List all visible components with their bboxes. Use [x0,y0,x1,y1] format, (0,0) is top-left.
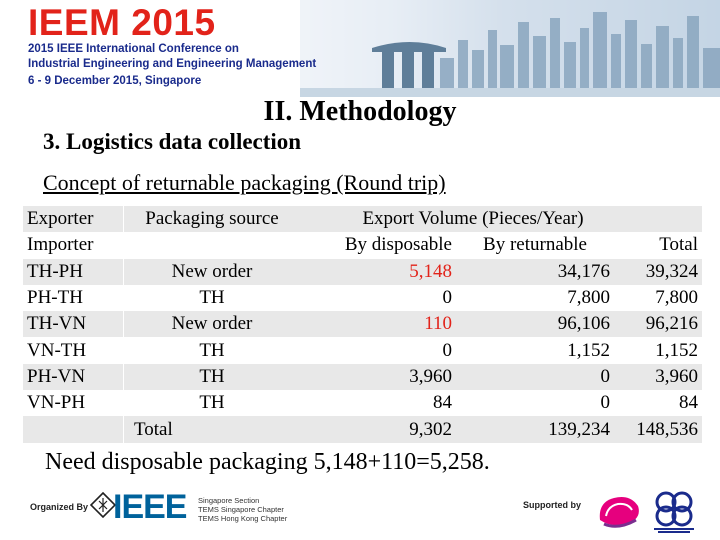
cell-disposable: 3,960 [300,363,456,391]
cell-returnable: 96,106 [456,311,614,338]
conference-banner: IEEM 2015 2015 IEEE International Confer… [0,0,720,97]
cell-source: TH [123,337,300,364]
table-row: TH-VN New order 110 96,106 96,216 [23,311,702,338]
cell-disposable: 110 [300,311,456,338]
banner-line-1: 2015 IEEE International Conference on [28,43,239,55]
supported-by-label: Supported by [523,500,581,510]
your-singapore-logo-icon [599,497,639,528]
export-volume-table: Exporter Packaging source Export Volume … [23,206,702,443]
cell-disposable: 0 [300,337,456,364]
chapter-line-1: Singapore Section [198,496,260,505]
ieee-diamond-icon [90,492,116,518]
header-export-volume: Export Volume (Pieces/Year) [300,206,702,233]
cell-total: 84 [614,390,702,417]
cell-total: 39,324 [614,258,702,285]
header-exporter: Exporter [23,206,124,233]
cell-route: PH-TH [23,284,124,312]
slide-heading: II. Methodology [0,96,720,128]
cell-total-disposable: 9,302 [300,416,456,443]
table-row: VN-PH TH 84 0 84 [23,390,702,417]
header-by-returnable: By returnable [456,232,614,259]
cell-returnable: 7,800 [456,284,614,312]
cell-returnable: 0 [456,363,614,391]
cell-route: VN-TH [23,337,124,364]
cell-disposable: 0 [300,284,456,312]
convention-bureau-logo-icon [654,491,694,533]
cell-total: 1,152 [614,337,702,364]
header-packaging-source: Packaging source [123,206,300,233]
ieee-logo-text: IEEE [113,488,187,526]
cell-source: New order [123,258,300,285]
cell-source: TH [123,390,300,417]
chapter-line-2: TEMS Singapore Chapter [198,505,284,514]
concept-title: Concept of returnable packaging (Round t… [43,170,446,195]
cell-route: PH-VN [23,363,124,391]
table-header-row-1: Exporter Packaging source Export Volume … [23,206,702,233]
cell-empty [23,416,124,443]
table-row: PH-TH TH 0 7,800 7,800 [23,284,702,312]
header-empty [123,232,300,259]
table-row: VN-TH TH 0 1,152 1,152 [23,337,702,364]
disposable-note: Need disposable packaging 5,148+110=5,25… [45,449,490,475]
table-row: PH-VN TH 3,960 0 3,960 [23,363,702,391]
banner-line-2: Industrial Engineering and Engineering M… [28,58,317,70]
cell-source: TH [123,284,300,312]
table-row: TH-PH New order 5,148 34,176 39,324 [23,258,702,285]
cell-total: 7,800 [614,284,702,312]
cell-total: 96,216 [614,311,702,338]
header-importer: Importer [23,232,124,259]
slide-heading-text: II. Methodology [263,96,457,127]
slide-subheading: 3. Logistics data collection [43,129,302,154]
cell-disposable: 84 [300,390,456,417]
header-total: Total [614,232,702,259]
cell-route: TH-VN [23,311,124,338]
cell-returnable: 0 [456,390,614,417]
cell-disposable: 5,148 [300,258,456,285]
singapore-skyline-graphic [300,0,720,97]
cell-total-label: Total [123,416,300,443]
cell-total: 3,960 [614,363,702,391]
table-total-row: Total 9,302 139,234 148,536 [23,416,702,443]
cell-grand-total: 148,536 [614,416,702,443]
chapter-line-3: TEMS Hong Kong Chapter [198,514,288,523]
cell-route: VN-PH [23,390,124,417]
cell-returnable: 34,176 [456,258,614,285]
banner-line-3: 6 - 9 December 2015, Singapore [28,75,202,87]
cell-total-returnable: 139,234 [456,416,614,443]
sponsor-footer: Organized By IEEE Singapore Section TEMS… [0,486,720,540]
cell-route: TH-PH [23,258,124,285]
cell-source: TH [123,363,300,391]
banner-title: IEEM 2015 [28,2,216,43]
table-header-row-2: Importer By disposable By returnable Tot… [23,232,702,259]
cell-returnable: 1,152 [456,337,614,364]
cell-source: New order [123,311,300,338]
header-by-disposable: By disposable [300,232,456,259]
organized-by-label: Organized By [30,502,89,512]
